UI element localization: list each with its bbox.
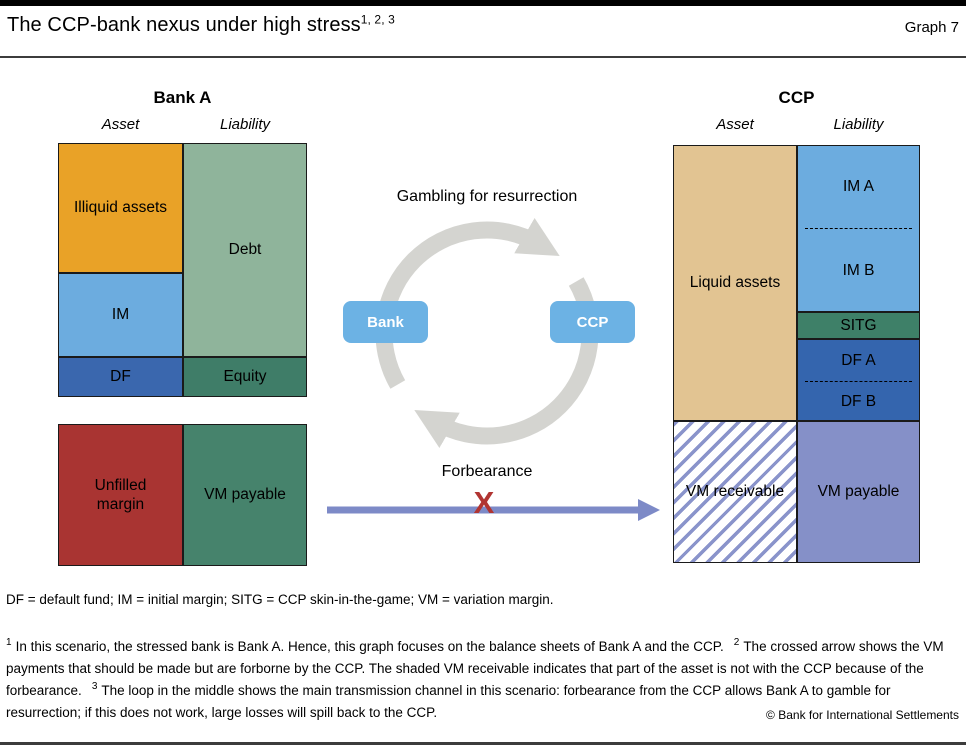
gambling-for-resurrection-label: Gambling for resurrection <box>396 188 578 205</box>
footnote-3-marker: 3 <box>91 681 98 692</box>
bank-a-asset-label: Asset <box>101 116 140 133</box>
bank-a-df-block: DF <box>58 357 183 397</box>
page-title-text: The CCP-bank nexus under high stress <box>7 14 361 36</box>
ccp-df-b-block: DF B <box>840 392 877 410</box>
copyright-notice: © Bank for International Settlements <box>766 708 959 722</box>
abbreviation-legend: DF = default fund; IM = initial margin; … <box>6 592 554 607</box>
blocked-cross-icon: X <box>473 485 495 520</box>
ccp-node: CCP <box>550 301 635 343</box>
ccp-df-a-block: DF A <box>841 351 876 369</box>
bank-a-liability-label: Liability <box>219 116 271 133</box>
ccp-asset-label: Asset <box>716 116 754 133</box>
ccp-vm-receivable-block: VM receivable <box>673 421 797 563</box>
im-dashed-divider <box>805 228 912 229</box>
bank-a-im-block: IM <box>58 273 183 357</box>
top-rule <box>0 0 966 6</box>
bank-a-vm-payable-block: VM payable <box>183 424 307 566</box>
header-rule <box>0 56 966 58</box>
footnote-3-text: The loop in the middle shows the main tr… <box>6 682 891 720</box>
ccp-vm-payable-block: VM payable <box>797 421 920 563</box>
bank-a-title: Bank A <box>153 88 212 107</box>
df-dashed-divider <box>805 381 912 382</box>
bank-node: Bank <box>343 301 428 343</box>
footnote-2-marker: 2 <box>733 637 740 648</box>
footnote-1-text: In this scenario, the stressed bank is B… <box>15 638 724 654</box>
bank-a-debt-block: Debt <box>183 143 307 357</box>
ccp-im-a-block: IM A <box>842 178 874 196</box>
ccp-im-b-block: IM B <box>842 261 875 279</box>
header: The CCP-bank nexus under high stress1, 2… <box>7 12 959 37</box>
forborne-vm-arrow-icon <box>327 499 660 521</box>
graph-number-label: Graph 7 <box>904 19 959 36</box>
ccp-title: CCP <box>778 88 815 107</box>
forbearance-label: Forbearance <box>441 463 533 480</box>
bottom-rule <box>0 742 966 745</box>
footnote-1-marker: 1 <box>6 637 12 648</box>
bank-a-unfilled-margin-block: Unfilled margin <box>58 424 183 566</box>
footnotes: 1 In this scenario, the stressed bank is … <box>6 636 958 724</box>
ccp-liability-label: Liability <box>833 116 884 133</box>
footnote-2-text: The crossed arrow shows the VM payments … <box>6 638 944 698</box>
page-title: The CCP-bank nexus under high stress1, 2… <box>7 12 395 37</box>
title-footnote-markers: 1, 2, 3 <box>360 12 395 27</box>
bank-a-equity-block: Equity <box>183 357 307 397</box>
bank-a-illiquid-assets-block: Illiquid assets <box>58 143 183 273</box>
ccp-df-block: DF A DF B <box>797 339 920 421</box>
ccp-liquid-assets-block: Liquid assets <box>673 145 797 421</box>
ccp-im-block: IM A IM B <box>797 145 920 312</box>
ccp-sitg-block: SITG <box>797 312 920 339</box>
